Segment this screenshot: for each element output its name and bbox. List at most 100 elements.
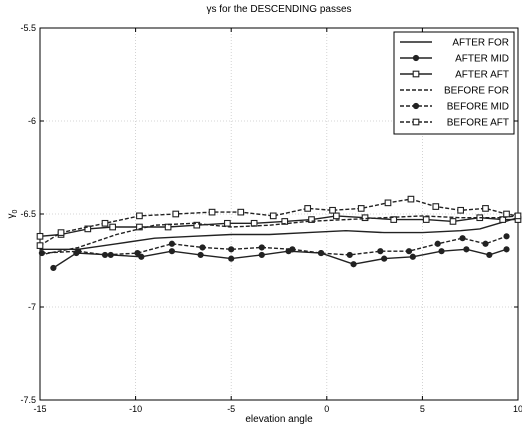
data-point xyxy=(457,206,464,214)
legend: AFTER FOR AFTER MID AFTER AFT BEFORE FOR BEF… xyxy=(393,31,515,135)
data-point xyxy=(228,255,235,262)
data-point xyxy=(109,223,117,231)
data-point xyxy=(172,210,180,218)
legend-label: BEFORE MID xyxy=(447,102,509,113)
series-before-mid xyxy=(38,233,510,259)
data-point xyxy=(101,251,109,259)
data-point xyxy=(193,221,201,229)
series-after-for xyxy=(40,217,519,251)
data-point xyxy=(138,253,145,260)
data-point xyxy=(168,240,176,247)
y-tick-label: -7 xyxy=(28,302,36,312)
legend-box xyxy=(393,31,515,135)
data-point xyxy=(350,261,357,268)
data-point xyxy=(101,219,109,227)
data-point xyxy=(168,248,176,255)
data-point xyxy=(199,244,206,251)
series-layer xyxy=(36,195,522,272)
legend-marker xyxy=(412,70,420,78)
chart-title: γs for the DESCENDING passes xyxy=(206,4,351,15)
x-tick-label: 5 xyxy=(420,404,425,414)
legend-entry: BEFORE MID xyxy=(400,102,509,113)
data-point xyxy=(449,218,457,225)
data-point xyxy=(329,206,336,214)
data-point xyxy=(57,229,65,236)
y-tick-label: -6.5 xyxy=(20,209,36,219)
data-point xyxy=(357,205,365,212)
data-point xyxy=(381,255,388,262)
legend-entry: BEFORE FOR xyxy=(400,86,509,97)
x-tick-label: -5 xyxy=(227,404,235,414)
data-point xyxy=(197,251,204,259)
y-tick-label: -6 xyxy=(28,116,36,126)
data-point xyxy=(503,210,510,218)
series-before-for xyxy=(39,215,519,256)
data-point xyxy=(434,240,441,247)
series-line xyxy=(40,217,519,251)
data-point xyxy=(84,225,92,233)
data-point xyxy=(36,232,44,240)
data-point xyxy=(208,208,216,216)
data-point xyxy=(75,248,82,255)
series-line xyxy=(39,198,519,247)
data-point xyxy=(237,208,245,216)
y-tick-label: -7.5 xyxy=(20,395,36,405)
data-point xyxy=(269,212,277,220)
data-point xyxy=(361,214,369,222)
series-before-aft xyxy=(36,195,522,249)
data-point xyxy=(377,248,384,255)
data-point xyxy=(289,246,296,253)
data-point xyxy=(384,199,392,207)
data-point xyxy=(463,246,470,253)
data-point xyxy=(438,248,445,255)
data-point xyxy=(409,253,416,260)
data-point xyxy=(308,216,315,223)
series-line xyxy=(39,215,519,256)
data-point xyxy=(407,195,415,203)
y-tick-label: -5.5 xyxy=(20,23,36,33)
data-point xyxy=(422,216,430,223)
data-point xyxy=(38,249,46,257)
legend-marker xyxy=(412,54,420,62)
legend-entry: AFTER AFT xyxy=(400,70,509,81)
data-point xyxy=(432,203,440,210)
series-line xyxy=(53,248,507,269)
legend-label: AFTER FOR xyxy=(452,38,509,49)
data-point xyxy=(36,242,44,249)
axis-ticks: -15 -10 -5 0 5 10 -7.5 -7 -6.5 -6 -5.5 xyxy=(20,23,522,414)
data-point xyxy=(317,249,325,257)
data-point xyxy=(503,246,510,253)
data-point xyxy=(224,219,231,227)
data-point xyxy=(486,251,493,259)
series-after-mid xyxy=(50,246,510,272)
legend-label: BEFORE AFT xyxy=(447,118,509,129)
legend-entry: AFTER MID xyxy=(400,54,509,65)
data-point xyxy=(503,233,510,240)
legend-marker xyxy=(412,118,420,126)
x-axis-label: elevation angle xyxy=(245,414,313,425)
data-point xyxy=(258,244,265,251)
x-tick-label: 0 xyxy=(324,404,329,414)
data-point xyxy=(459,235,466,242)
data-point xyxy=(333,212,340,220)
y-axis-label-main: γ xyxy=(6,213,17,218)
y-axis-label-subscript: 0 xyxy=(12,209,19,213)
data-point xyxy=(258,251,265,259)
data-point xyxy=(136,223,143,231)
data-point xyxy=(134,249,141,257)
legend-entry: AFTER FOR xyxy=(400,38,509,49)
data-point xyxy=(228,246,235,253)
x-tick-label: -15 xyxy=(33,404,46,414)
y-axis-label: γ0 xyxy=(6,209,19,218)
y-axis-label-group: γ0 xyxy=(6,209,19,218)
data-point xyxy=(514,212,522,220)
data-point xyxy=(482,240,489,247)
data-point xyxy=(390,216,398,223)
data-point xyxy=(50,264,57,272)
x-tick-label: 10 xyxy=(513,404,522,414)
grid xyxy=(40,28,518,400)
legend-label: AFTER MID xyxy=(455,54,509,65)
data-point xyxy=(482,205,489,212)
x-tick-label: -10 xyxy=(129,404,142,414)
